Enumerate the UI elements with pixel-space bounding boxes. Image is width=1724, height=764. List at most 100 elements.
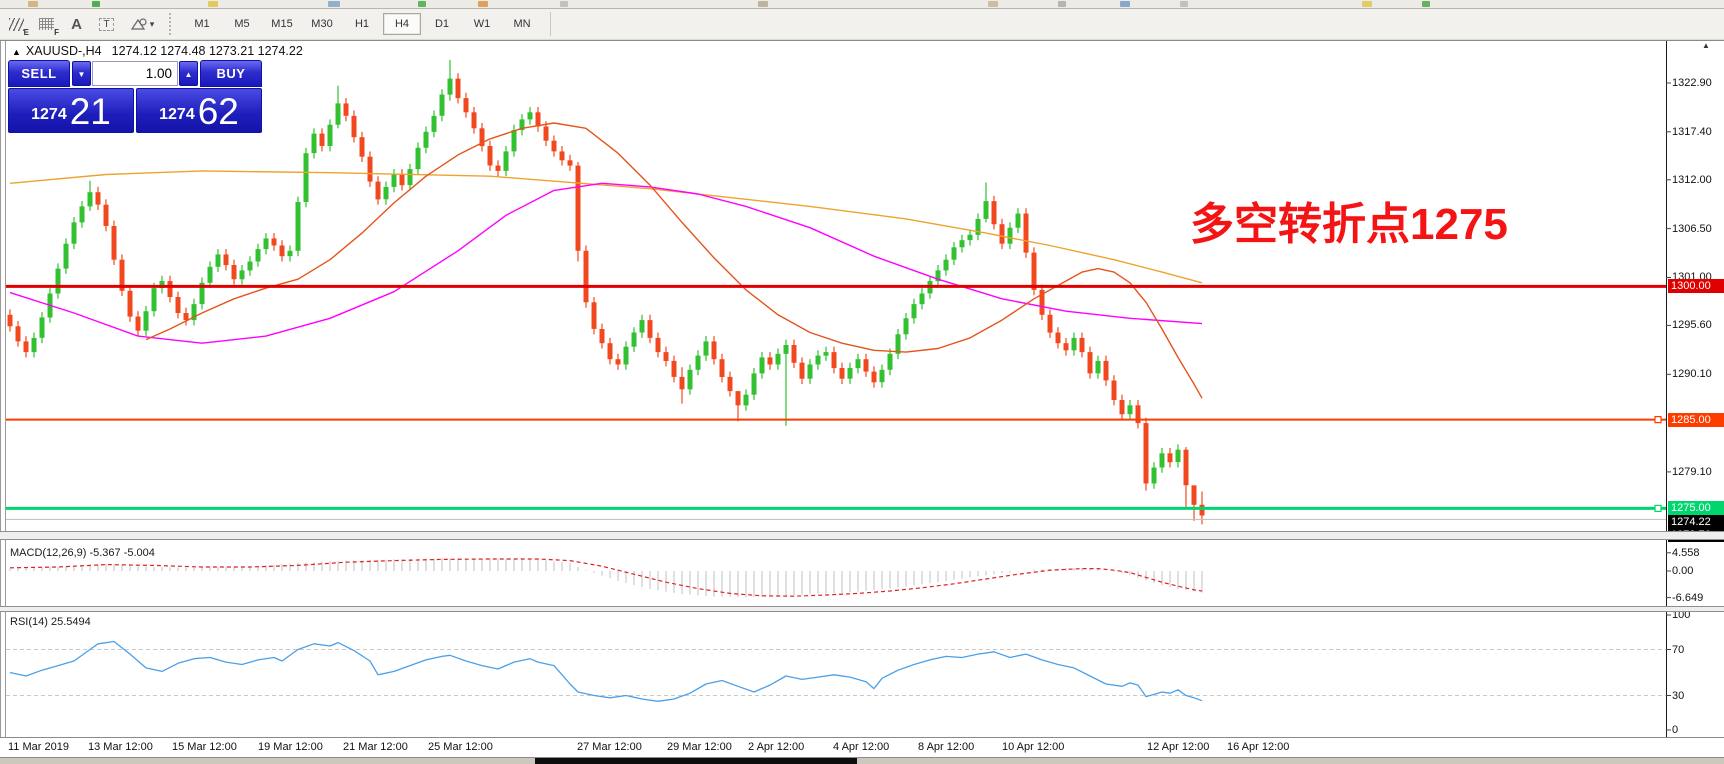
timeframe-button-m1[interactable]: M1 [194,18,210,30]
time-axis-label: 15 Mar 12:00 [172,741,237,753]
time-axis-label: 16 Apr 12:00 [1227,741,1290,753]
macd-axis-label: 4.558 [1672,547,1700,559]
time-axis-label: 29 Mar 12:00 [667,741,732,753]
price-level-badge: 1275.00 [1668,501,1724,515]
buy-price-button[interactable]: 1274 62 [136,88,262,133]
clipped-icon-fragment [1120,1,1130,7]
trade-controls-row: SELL ▼ ▲ BUY [8,60,262,87]
charts-shift-letter: E [23,28,29,37]
text-label-icon[interactable]: A [63,12,90,36]
chart-title: ▲ XAUUSD-,H4 1274.12 1274.48 1273.21 1274.… [12,44,303,58]
clipped-icon-fragment [418,1,426,7]
clipped-icon-fragment [1058,1,1066,7]
clipped-icon-fragment [1180,1,1188,7]
time-axis-label: 4 Apr 12:00 [833,741,890,753]
timeframe-button-d1[interactable]: D1 [434,18,450,30]
clipped-icon-fragment [1362,1,1372,7]
rsi-indicator-label: RSI(14) 25.5494 [10,616,91,628]
hatch-glyph [9,17,24,31]
sell-price-small: 1274 [31,106,67,123]
volume-increase-button[interactable]: ▲ [179,61,198,86]
ohlc-values: 1274.12 1274.48 1273.21 1274.22 [111,44,303,58]
sell-button[interactable]: SELL [8,60,70,87]
macd-axis-label: 0.00 [1672,565,1694,577]
rsi-axis-label: 0 [1672,724,1679,736]
volume-input[interactable] [92,61,178,86]
clipped-icon-fragment [92,1,100,7]
time-axis-label: 21 Mar 12:00 [343,741,408,753]
price-axis-label: 1290.10 [1672,368,1712,380]
price-axis-label: 1312.00 [1672,174,1712,186]
panel-splitter[interactable] [0,606,1724,612]
collapse-triangle-icon: ▲ [12,47,21,57]
clipped-icon-fragment [328,1,340,7]
timeframe-button-h1[interactable]: H1 [354,18,370,30]
time-axis-label: 27 Mar 12:00 [577,741,642,753]
clipped-toolbar-row [0,0,1724,9]
chevron-down-icon: ▾ [149,18,155,29]
text-label-letter: A [71,15,82,33]
symbol-period-label: XAUUSD-,H4 [25,44,102,58]
timeframe-button-m30[interactable]: M30 [311,18,333,30]
toolbar: E F A T ▾ M1 M5 M15 M30 H1 H4 D1 W1 MN [0,9,1724,40]
macd-axis-label: -6.649 [1672,592,1704,604]
price-axis-label: 1279.10 [1672,466,1712,478]
sell-price-button[interactable]: 1274 21 [8,88,134,133]
buy-price-small: 1274 [159,106,195,123]
price-level-badge: 1300.00 [1668,279,1724,293]
time-axis-label: 12 Apr 12:00 [1147,741,1210,753]
timeframe-toolbar: M1 M5 M15 M30 H1 H4 D1 W1 MN [182,12,542,36]
time-axis-label: 8 Apr 12:00 [918,741,975,753]
price-level-badge: 1285.00 [1668,413,1724,427]
sell-price-big: 21 [69,91,111,132]
timeframe-button-w1[interactable]: W1 [473,18,491,30]
scale-marker-icon: ▲ [1702,41,1710,50]
rsi-axis-label: 30 [1672,690,1685,702]
clipped-icon-fragment [208,1,218,7]
one-click-trading-panel: SELL ▼ ▲ BUY 1274 21 1274 62 [8,60,262,133]
rsi-axis-label: 70 [1672,644,1685,656]
bottom-edge-strip [0,758,1724,764]
clipped-icon-fragment [988,1,998,7]
text-box-letter: T [99,17,114,31]
price-axis-label: 1306.50 [1672,223,1712,235]
volume-decrease-button[interactable]: ▼ [72,61,91,86]
grid-glyph [39,18,54,30]
charts-shift-icon[interactable]: E [3,12,30,37]
clipped-icon-fragment [758,1,768,7]
macd-indicator-label: MACD(12,26,9) -5.367 -5.004 [10,547,155,559]
price-axis-label: 1322.90 [1672,77,1712,89]
time-axis-label: 2 Apr 12:00 [748,741,805,753]
toolbar-separator [169,13,178,35]
clipped-icon-fragment [1422,1,1430,7]
price-level-badge: 1274.22 [1668,515,1724,529]
rsi-axis-label: 100 [1672,609,1691,621]
toolbar-separator [550,12,551,36]
taskbar-fragment [535,758,857,764]
buy-button[interactable]: BUY [200,60,262,87]
time-axis-label: 10 Apr 12:00 [1002,741,1065,753]
macd-panel [6,541,1666,606]
timeframe-button-h4[interactable]: H4 [383,13,421,35]
timeframe-button-m5[interactable]: M5 [234,18,250,30]
clipped-icon-fragment [478,1,488,7]
panel-splitter[interactable] [0,531,1724,540]
buy-price-big: 62 [197,91,239,132]
time-axis[interactable]: 11 Mar 2019 13 Mar 12:00 15 Mar 12:00 19 Ma… [0,737,1724,757]
time-axis-label: 11 Mar 2019 [8,741,69,753]
text-box-icon[interactable]: T [93,12,120,36]
clipped-icon-fragment [28,1,38,7]
shapes-icon[interactable]: ▾ [123,12,161,36]
chart-text-annotation[interactable]: 多空转折点1275 [1190,200,1508,249]
time-axis-label: 25 Mar 12:00 [428,741,493,753]
timeframe-button-mn[interactable]: MN [513,18,531,30]
time-axis-label: 13 Mar 12:00 [88,741,153,753]
shapes-glyph [130,18,147,30]
timeframe-button-m15[interactable]: M15 [271,18,293,30]
price-axis-label: 1295.60 [1672,319,1712,331]
grid-icon[interactable]: F [33,12,60,37]
grid-letter: F [54,28,59,37]
clipped-icon-fragment [560,1,568,7]
